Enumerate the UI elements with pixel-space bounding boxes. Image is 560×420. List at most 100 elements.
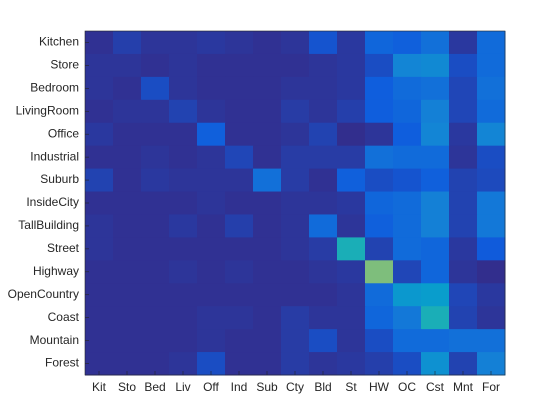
y-tick-label: Mountain [30,333,79,347]
heat-cell [365,76,394,101]
heat-cell [421,329,450,353]
heat-cell [113,306,142,330]
heat-cell [253,352,282,376]
heat-cell [337,306,366,330]
heat-cell [253,122,282,147]
heat-cell [225,191,254,215]
heat-cell [225,76,254,101]
heat-cell [449,306,478,330]
heat-cell [141,53,170,78]
heat-cell [393,329,422,353]
heat-cell [281,329,310,353]
heat-cell [85,76,114,101]
heat-cell [477,237,506,261]
heat-cell [197,214,226,238]
heat-cell [337,31,366,55]
heat-cell [449,76,478,101]
heat-cell [281,31,310,55]
heat-cell [393,260,422,284]
heat-cell [337,191,366,215]
heat-cell [477,352,506,376]
heat-cell [421,99,450,124]
heat-cell [253,306,282,330]
heat-cell [365,168,394,193]
heat-cell [421,122,450,147]
y-tick-label: Store [50,58,79,72]
heat-cell [309,260,338,284]
x-tick-label: Sub [256,380,278,394]
heat-cell [449,237,478,261]
heat-cell [113,76,142,101]
heat-cell [169,99,198,124]
heat-cell [113,191,142,215]
heat-cell [197,237,226,261]
y-tick-label: Industrial [30,149,79,163]
heat-cell [337,352,366,376]
heat-cell [225,237,254,261]
heat-cell [253,99,282,124]
heat-cell [393,122,422,147]
heat-cell [225,260,254,284]
heat-cell [281,122,310,147]
heat-cell [281,168,310,193]
heat-cell [365,99,394,124]
heat-cell [449,168,478,193]
heat-cell [477,31,506,55]
x-tick-label: Off [203,380,219,394]
heat-cell [449,352,478,376]
x-tick-label: Kit [92,380,107,394]
heat-cell [365,31,394,55]
heat-cell [225,214,254,238]
x-tick-label: Bld [314,380,331,394]
x-tick-label: For [482,380,500,394]
heat-cell [337,76,366,101]
heat-cell [365,329,394,353]
heat-cell [337,122,366,147]
heat-cell [281,260,310,284]
heat-cell [197,260,226,284]
heat-cell [225,122,254,147]
heat-cell [337,214,366,238]
heat-cell [365,191,394,215]
heat-cell [309,214,338,238]
heat-cell [253,214,282,238]
heat-cell [253,283,282,307]
heat-cell [141,352,170,376]
heat-cell [253,145,282,170]
heat-cell [393,99,422,124]
heat-cell [365,352,394,376]
heat-cell [477,329,506,353]
heat-cell [477,99,506,124]
heat-cell [197,283,226,307]
heat-cell [449,283,478,307]
heat-cell [225,329,254,353]
heat-cell [365,53,394,78]
y-tick-label: Street [47,241,80,255]
heat-cell [281,145,310,170]
heat-cell [113,283,142,307]
heat-cell [309,122,338,147]
heat-cell [393,306,422,330]
y-tick-label: Coast [48,310,80,324]
heat-cell [225,53,254,78]
heat-cell [197,53,226,78]
y-tick-label: Office [48,126,79,140]
heat-cell [337,283,366,307]
heat-cell [449,329,478,353]
heat-cell [337,168,366,193]
heat-cell [85,283,114,307]
heat-cell [281,53,310,78]
heat-cell [169,168,198,193]
heat-cell [169,352,198,376]
heat-cell [141,145,170,170]
heat-cell [197,352,226,376]
heat-cell [85,31,114,55]
heat-cell [477,76,506,101]
heat-cell [281,352,310,376]
heat-cell [225,145,254,170]
heat-cell [197,191,226,215]
heat-cell [393,352,422,376]
heat-cell [253,53,282,78]
heat-cell [421,53,450,78]
